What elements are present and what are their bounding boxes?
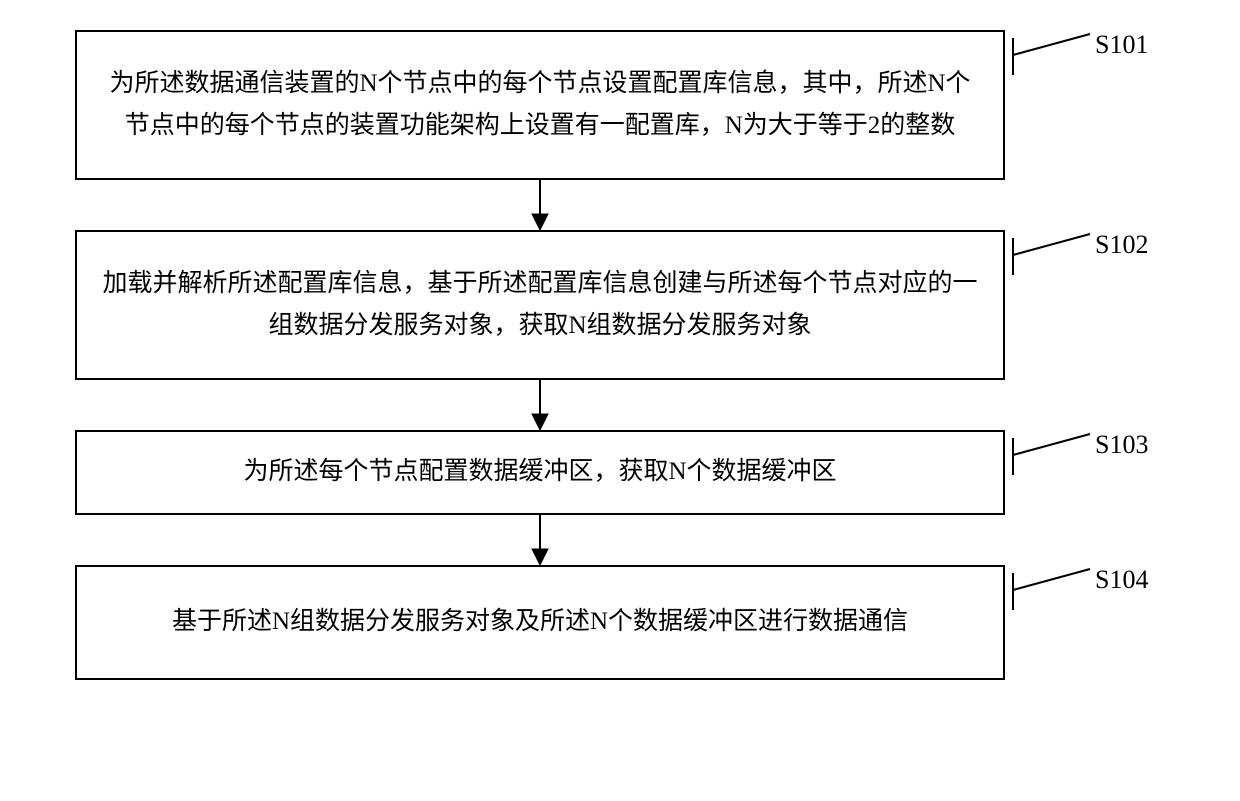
step-row-4: 基于所述N组数据分发服务对象及所述N个数据缓冲区进行数据通信 S104 xyxy=(50,565,1190,680)
step-box-3: 为所述每个节点配置数据缓冲区，获取N个数据缓冲区 xyxy=(75,430,1005,515)
step-text-2: 加载并解析所述配置库信息，基于所述配置库信息创建与所述每个节点对应的一组数据分发… xyxy=(101,263,979,348)
step-row-1: 为所述数据通信装置的N个节点中的每个节点设置配置库信息，其中，所述N个节点中的每… xyxy=(50,30,1190,180)
flowchart-container: 为所述数据通信装置的N个节点中的每个节点设置配置库信息，其中，所述N个节点中的每… xyxy=(0,0,1240,710)
step-label-4: S104 xyxy=(1095,565,1148,595)
step-label-3: S103 xyxy=(1095,430,1148,460)
step-box-1: 为所述数据通信装置的N个节点中的每个节点设置配置库信息，其中，所述N个节点中的每… xyxy=(75,30,1005,180)
step-row-2: 加载并解析所述配置库信息，基于所述配置库信息创建与所述每个节点对应的一组数据分发… xyxy=(50,230,1190,380)
arrow-3 xyxy=(75,515,1005,565)
step-text-1: 为所述数据通信装置的N个节点中的每个节点设置配置库信息，其中，所述N个节点中的每… xyxy=(101,63,979,148)
step-label-1: S101 xyxy=(1095,30,1148,60)
step-label-group-1: S101 xyxy=(1005,30,1165,180)
step-label-group-2: S102 xyxy=(1005,230,1165,380)
step-text-4: 基于所述N组数据分发服务对象及所述N个数据缓冲区进行数据通信 xyxy=(172,601,908,644)
step-label-group-3: S103 xyxy=(1005,430,1165,515)
step-box-4: 基于所述N组数据分发服务对象及所述N个数据缓冲区进行数据通信 xyxy=(75,565,1005,680)
step-label-2: S102 xyxy=(1095,230,1148,260)
step-box-2: 加载并解析所述配置库信息，基于所述配置库信息创建与所述每个节点对应的一组数据分发… xyxy=(75,230,1005,380)
step-label-group-4: S104 xyxy=(1005,565,1165,680)
arrow-1 xyxy=(75,180,1005,230)
step-text-3: 为所述每个节点配置数据缓冲区，获取N个数据缓冲区 xyxy=(243,451,836,494)
step-row-3: 为所述每个节点配置数据缓冲区，获取N个数据缓冲区 S103 xyxy=(50,430,1190,515)
arrow-2 xyxy=(75,380,1005,430)
